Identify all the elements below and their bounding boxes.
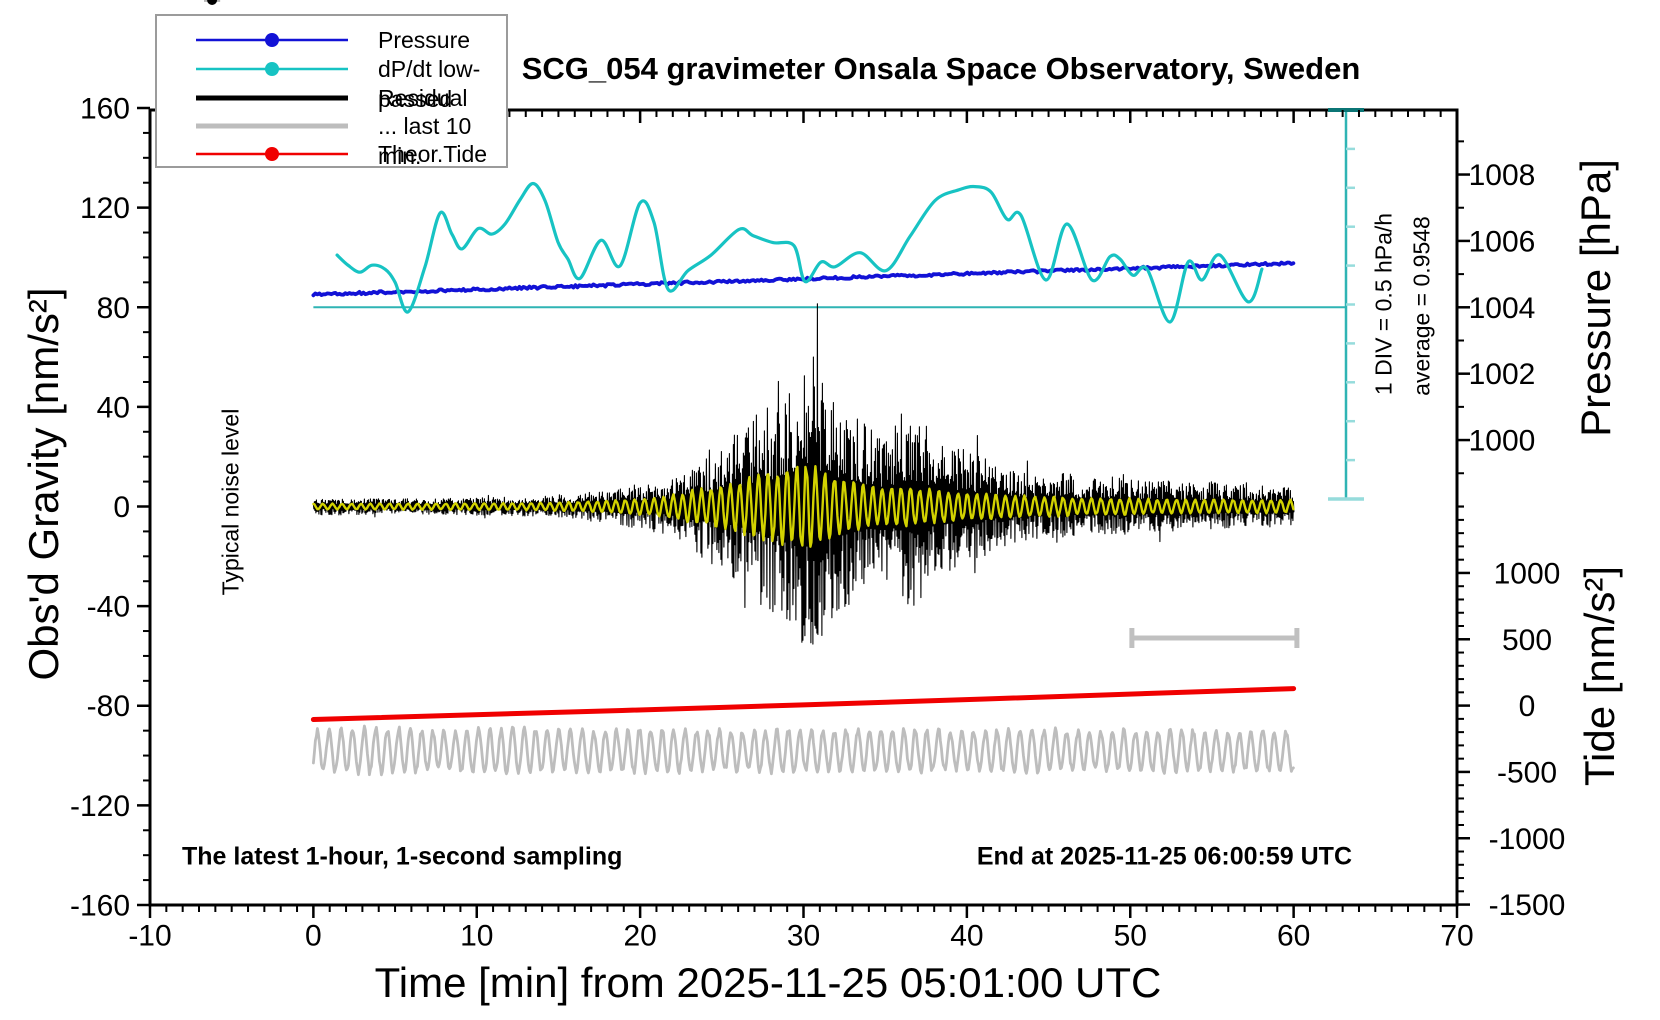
- tide-tick-label: 0: [1519, 690, 1536, 723]
- noise-level-annotation: Typical noise level: [217, 408, 244, 596]
- x-tick-label: 50: [1114, 920, 1147, 953]
- y-axis-title-tide: Tide [nm/s²]: [1576, 565, 1623, 787]
- x-tick-label: 40: [950, 920, 983, 953]
- pressure-tick-label: 1008: [1469, 159, 1536, 192]
- div-scale-annotation: 1 DIV = 0.5 hPa/h: [1370, 212, 1397, 396]
- x-tick-label: -10: [128, 920, 171, 953]
- y-axis-title-pressure: Pressure [hPa]: [1572, 159, 1619, 437]
- pressure-tick-label: 1000: [1469, 425, 1536, 458]
- end-time-annotation: End at 2025-11-25 06:00:59 UTC: [976, 842, 1352, 871]
- legend-item-residual: Residual: [157, 83, 506, 113]
- tide-tick-label: 1000: [1494, 557, 1561, 590]
- x-tick-label: 70: [1440, 920, 1473, 953]
- residual-overlay-curve: [312, 465, 1295, 548]
- theor-tide-curve: [310, 686, 1297, 722]
- legend-dot: [265, 147, 279, 161]
- legend-dot: [265, 33, 279, 47]
- pressure-tick-label: 1006: [1469, 225, 1536, 258]
- x-tick-label: 10: [460, 920, 493, 953]
- gravity-tick-label: -160: [70, 889, 130, 922]
- gravity-tick-label: -80: [87, 690, 130, 723]
- dpdt-curve: [335, 181, 1264, 324]
- legend-label: dP/dt low-passed: [378, 56, 481, 112]
- gravity-tick-label: -40: [87, 591, 130, 624]
- legend-dot: [265, 62, 279, 76]
- legend-item-tide: Theor.Tide: [157, 139, 506, 169]
- x-tick-label: 60: [1277, 920, 1310, 953]
- legend-box: Pressure dP/dt low-passed Residual ... l…: [155, 14, 508, 169]
- pressure-tick-label: 1002: [1469, 358, 1536, 391]
- tide-tick-label: -1500: [1489, 889, 1566, 922]
- legend-label: ... last 10 min.: [378, 113, 472, 169]
- pressure-tick-label: 1004: [1469, 292, 1536, 325]
- x-tick-label: 30: [787, 920, 820, 953]
- dpdt-line-sample: [196, 62, 348, 76]
- x-axis-title: Time [min] from 2025-11-25 05:01:00 UTC: [374, 959, 1162, 1006]
- tide-tick-label: -500: [1497, 756, 1557, 789]
- residual-line-sample: [196, 95, 348, 101]
- last10-residual-curve: [312, 724, 1295, 777]
- chart-title: SCG_054 gravimeter Onsala Space Observat…: [521, 51, 1361, 86]
- residual-curve: [312, 303, 1295, 645]
- x-tick-label: 20: [623, 920, 656, 953]
- gravity-tick-label: 120: [80, 192, 130, 225]
- sampling-annotation: The latest 1-hour, 1-second sampling: [182, 842, 623, 871]
- gravity-tick-label: -120: [70, 790, 130, 823]
- gravity-tick-label: 160: [80, 93, 130, 126]
- tide-line-sample: [196, 147, 348, 161]
- noise-level-dot: [207, 0, 218, 5]
- legend-label: Residual: [378, 85, 468, 111]
- y-axis-title-gravity: Obs'd Gravity [nm/s²]: [20, 287, 67, 681]
- last10-line-sample: [196, 123, 348, 129]
- average-annotation: average = 0.9548: [1408, 216, 1435, 396]
- legend-item-dpdt: dP/dt low-passed: [157, 54, 506, 112]
- gravity-tick-label: 40: [97, 391, 130, 424]
- tide-tick-label: 500: [1502, 624, 1552, 657]
- gravity-tick-label: 80: [97, 292, 130, 325]
- legend-label: Pressure: [378, 27, 471, 53]
- pressure-line-sample: [196, 33, 348, 47]
- x-tick-label: 0: [305, 920, 322, 953]
- legend-item-pressure: Pressure: [157, 25, 506, 55]
- tide-tick-label: -1000: [1489, 823, 1566, 856]
- gravity-tick-label: 0: [113, 491, 130, 524]
- legend-label: Theor.Tide: [378, 141, 488, 167]
- legend-item-last10: ... last 10 min.: [157, 111, 506, 169]
